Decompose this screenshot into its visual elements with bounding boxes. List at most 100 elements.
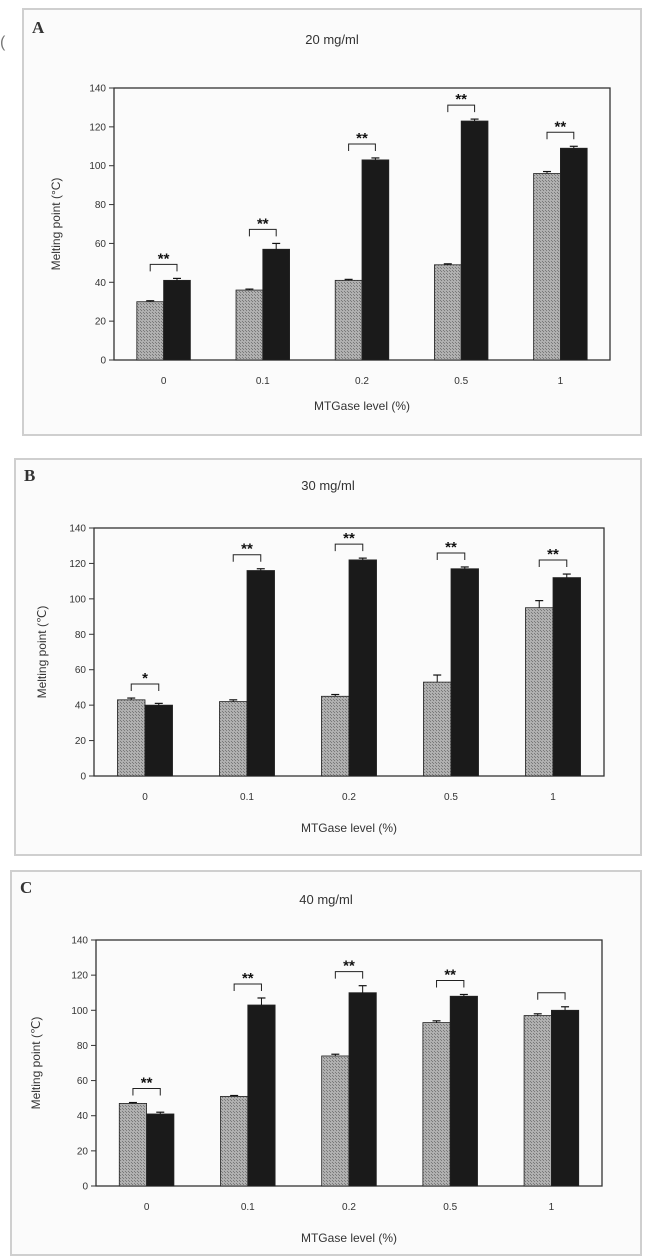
bar-light [422,1022,451,1187]
bar-light [321,1055,350,1187]
significance-bracket [436,979,465,988]
bar-dark [551,1009,580,1187]
x-tick-label: 0.1 [256,376,270,387]
bar-chart-a: 0 20 40 60 80 100 120 140 Melting point (°C) MTGa… [49,84,611,413]
bar-light [136,301,165,361]
bar-dark [552,577,581,777]
bar-dark [449,995,478,1187]
bar-light [219,701,248,777]
y-tick-label: 60 [75,665,87,676]
y-tick-label: 100 [89,161,106,172]
y-tick-label: 140 [69,524,86,535]
y-tick-label: 60 [77,1076,89,1087]
significance-bracket [132,1088,161,1096]
panel-label: B [24,466,36,485]
y-tick-label: 0 [82,1182,88,1193]
y-tick-label: 80 [75,630,87,641]
y-tick-label: 120 [71,971,88,982]
significance-bracket [546,131,575,140]
bar-dark [460,120,489,361]
significance-label: ** [444,966,456,983]
significance-bracket [334,971,364,979]
significance-label: ** [241,541,253,558]
bar-dark [146,1113,175,1187]
x-tick-label: 1 [549,1202,555,1213]
y-tick-label: 20 [95,317,107,328]
significance-bracket [248,228,277,237]
significance-label: ** [547,546,559,563]
significance-bracket [149,263,178,272]
y-axis-label: Melting point (°C) [49,178,63,271]
y-tick-label: 0 [80,772,86,783]
x-tick-label: 0.5 [443,1202,457,1213]
x-tick-label: 0.1 [240,792,254,803]
chart-title: 40 mg/ml [299,892,353,907]
significance-label: ** [455,91,467,108]
x-tick-label: 0 [142,792,148,803]
x-tick-label: 0.2 [342,1202,356,1213]
significance-bracket [538,559,568,568]
y-tick-label: 20 [77,1146,89,1157]
panel-b: B 30 mg/ml 0 20 40 60 80 100 120 140 Melting poi… [14,458,642,856]
bar-light [525,607,554,777]
y-tick-label: 120 [89,122,106,133]
significance-bracket [233,983,262,991]
chart-title: 20 mg/ml [305,32,359,47]
significance-bracket [334,543,364,552]
bar-chart-b: 0 20 40 60 80 100 120 140 Melting point (℃) MTGas… [35,524,605,835]
y-tick-label: 40 [95,278,107,289]
bar-light [523,1015,552,1187]
significance-bracket [447,104,476,113]
chart-title: 30 mg/ml [301,478,355,493]
significance-label: ** [555,118,567,135]
x-tick-label: 0 [161,376,167,387]
significance-label: ** [343,958,355,975]
significance-label: ** [141,1075,153,1092]
significance-label: * [142,670,148,687]
x-tick-label: 0.2 [355,376,369,387]
significance-bracket [537,992,566,1000]
significance-label: ** [343,530,355,547]
x-tick-label: 1 [558,376,564,387]
y-tick-label: 40 [77,1111,89,1122]
significance-label: ** [158,250,170,267]
bar-dark [348,992,377,1187]
bar-dark [450,568,479,777]
bar-light [321,695,350,777]
y-tick-label: 40 [75,701,87,712]
x-tick-label: 0.2 [342,792,356,803]
significance-label: ** [242,970,254,987]
significance-bracket [232,554,262,562]
bar-dark [144,704,173,777]
panel-label: C [20,878,33,897]
panel-a: A 20 mg/ml 0 20 40 60 80 100 120 140 Melting poi… [22,8,642,436]
y-tick-label: 0 [100,356,106,367]
bar-light [533,173,561,361]
x-tick-label: 1 [550,792,556,803]
stray-mark: ( [0,34,6,51]
bar-chart-c: 0 20 40 60 80 100 120 140 Melting point (℃) MTGas… [29,936,603,1245]
bar-light [118,1103,148,1187]
x-tick-label: 0.5 [454,376,468,387]
bar-dark [246,570,275,777]
significance-label: ** [356,130,368,147]
significance-bracket [436,552,466,560]
y-tick-label: 100 [69,594,86,605]
y-tick-label: 80 [95,200,107,211]
significance-bracket [348,143,376,151]
y-tick-label: 60 [95,239,107,250]
y-tick-label: 140 [89,84,106,95]
significance-label: ** [445,539,457,556]
panel-c: C 40 mg/ml 0 20 40 60 80 100 120 140 Melting poi… [10,870,642,1256]
y-tick-label: 100 [71,1006,88,1017]
x-axis-label: MTGase level (%) [301,1231,397,1245]
bar-light [434,264,462,361]
y-axis-label: Melting point (℃) [29,1017,43,1110]
bar-dark [560,147,588,361]
bar-light [423,681,452,777]
y-tick-label: 120 [69,559,86,570]
x-tick-label: 0 [144,1202,150,1213]
bar-dark [262,248,290,361]
bar-dark [348,559,377,777]
significance-bracket [130,683,160,692]
